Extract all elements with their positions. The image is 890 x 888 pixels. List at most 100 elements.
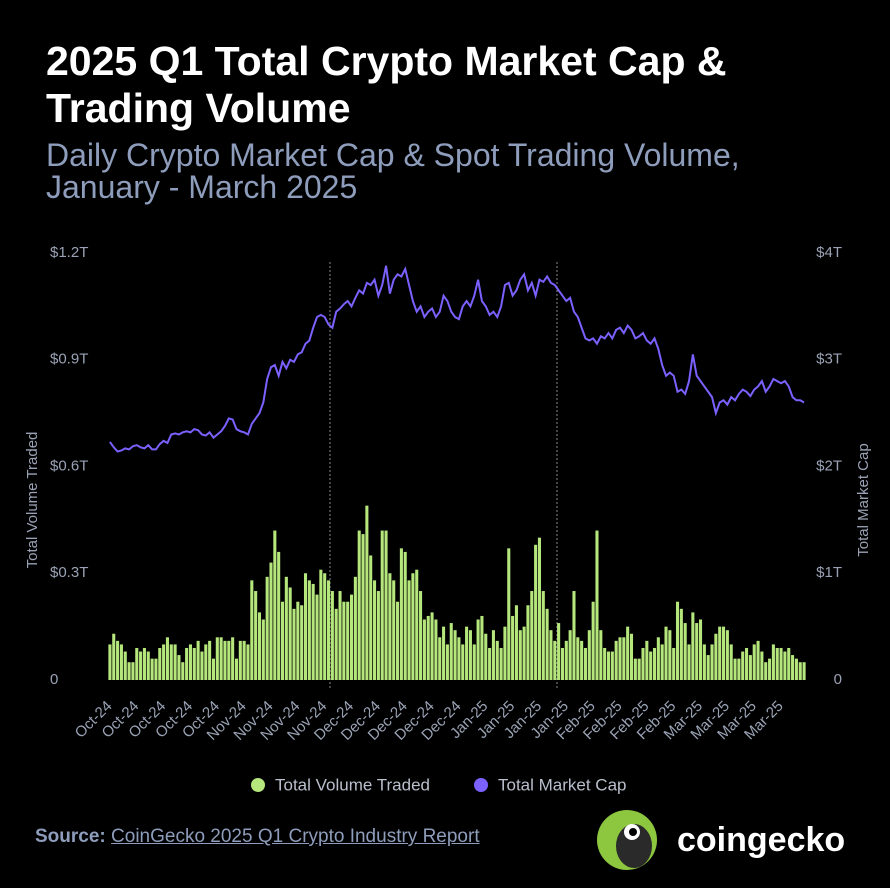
bar bbox=[438, 637, 442, 680]
bar bbox=[273, 530, 277, 680]
bar bbox=[434, 619, 438, 680]
bar bbox=[530, 591, 534, 680]
bar bbox=[208, 640, 212, 680]
bar bbox=[131, 662, 135, 680]
bar bbox=[369, 555, 373, 680]
bar bbox=[698, 619, 703, 680]
bar bbox=[495, 640, 499, 680]
bar bbox=[626, 626, 630, 680]
bar bbox=[729, 644, 733, 680]
bar bbox=[610, 651, 614, 680]
bar bbox=[296, 601, 300, 680]
source-link[interactable]: CoinGecko 2025 Q1 Crypto Industry Report bbox=[111, 826, 480, 847]
bar bbox=[311, 583, 315, 680]
bar bbox=[580, 640, 584, 680]
bar bbox=[269, 562, 273, 680]
legend-label: Total Volume Traded bbox=[275, 775, 430, 794]
bar bbox=[323, 573, 327, 680]
bar bbox=[737, 658, 741, 680]
bar bbox=[583, 647, 588, 680]
bar bbox=[741, 651, 745, 680]
y-tick-label: 0 bbox=[50, 671, 58, 688]
bar bbox=[246, 644, 250, 680]
bar bbox=[518, 630, 522, 680]
bar bbox=[714, 633, 718, 680]
bar bbox=[108, 644, 112, 680]
bar bbox=[606, 651, 611, 680]
bar bbox=[503, 626, 507, 680]
bar bbox=[507, 548, 511, 680]
bar bbox=[802, 662, 806, 680]
bar bbox=[768, 658, 772, 680]
bar bbox=[691, 612, 695, 680]
bar bbox=[135, 647, 139, 680]
bar bbox=[185, 647, 189, 680]
bar bbox=[779, 647, 783, 680]
bar bbox=[326, 580, 331, 680]
bar bbox=[388, 573, 392, 680]
bar bbox=[526, 605, 530, 680]
bar bbox=[760, 651, 764, 680]
bar bbox=[560, 647, 565, 680]
bar bbox=[791, 655, 795, 680]
logo-text: coingecko bbox=[677, 821, 845, 859]
bar bbox=[357, 530, 361, 680]
bar bbox=[645, 640, 649, 680]
bar bbox=[177, 655, 181, 680]
bar bbox=[476, 619, 480, 680]
bar bbox=[733, 658, 737, 680]
bar bbox=[449, 623, 453, 680]
bar bbox=[188, 644, 192, 680]
source-label: Source: bbox=[35, 826, 106, 847]
bar bbox=[534, 544, 538, 680]
bar bbox=[629, 633, 634, 680]
bar bbox=[411, 573, 415, 680]
bar bbox=[576, 637, 580, 680]
bar bbox=[652, 647, 657, 680]
bar bbox=[491, 630, 495, 680]
bar bbox=[499, 647, 503, 680]
bar bbox=[775, 647, 779, 680]
bar bbox=[384, 530, 388, 680]
bar bbox=[541, 591, 545, 680]
bar bbox=[422, 619, 426, 680]
y-axis-title: Total Volume Traded bbox=[24, 432, 41, 569]
bar bbox=[227, 640, 231, 680]
bar bbox=[407, 580, 411, 680]
bar bbox=[181, 662, 185, 680]
bar bbox=[722, 626, 726, 680]
bar bbox=[798, 662, 802, 680]
bar bbox=[234, 658, 239, 680]
bar bbox=[169, 644, 173, 680]
bar bbox=[288, 587, 292, 680]
bar bbox=[338, 591, 342, 680]
bar bbox=[553, 640, 557, 680]
bar bbox=[116, 640, 120, 680]
bar bbox=[603, 647, 607, 680]
bar bbox=[165, 637, 169, 680]
y2-tick-label: $3T bbox=[816, 351, 842, 368]
bar bbox=[162, 644, 166, 680]
bar bbox=[380, 530, 384, 680]
bar bbox=[557, 623, 561, 680]
bar bbox=[342, 601, 346, 680]
bar bbox=[254, 591, 258, 680]
y2-tick-label: $1T bbox=[816, 564, 842, 581]
bar bbox=[465, 626, 469, 680]
bar bbox=[725, 630, 729, 680]
bar bbox=[668, 630, 672, 680]
bar bbox=[142, 647, 146, 680]
bar bbox=[215, 637, 219, 680]
bar bbox=[445, 644, 449, 680]
legend-marker bbox=[251, 778, 265, 792]
bar bbox=[591, 601, 595, 680]
bar bbox=[250, 580, 254, 680]
bar bbox=[123, 651, 127, 680]
bar bbox=[695, 623, 699, 680]
bar bbox=[472, 644, 476, 680]
title: 2025 Q1 Total Crypto Market Cap & Tradin… bbox=[46, 38, 727, 131]
legend-marker bbox=[474, 778, 488, 792]
bar bbox=[211, 658, 216, 680]
bar bbox=[112, 633, 116, 680]
bar bbox=[403, 551, 407, 680]
